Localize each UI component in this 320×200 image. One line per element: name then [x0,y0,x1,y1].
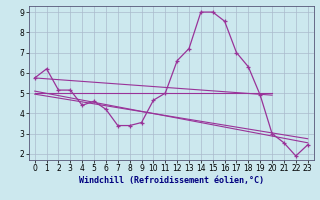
X-axis label: Windchill (Refroidissement éolien,°C): Windchill (Refroidissement éolien,°C) [79,176,264,185]
